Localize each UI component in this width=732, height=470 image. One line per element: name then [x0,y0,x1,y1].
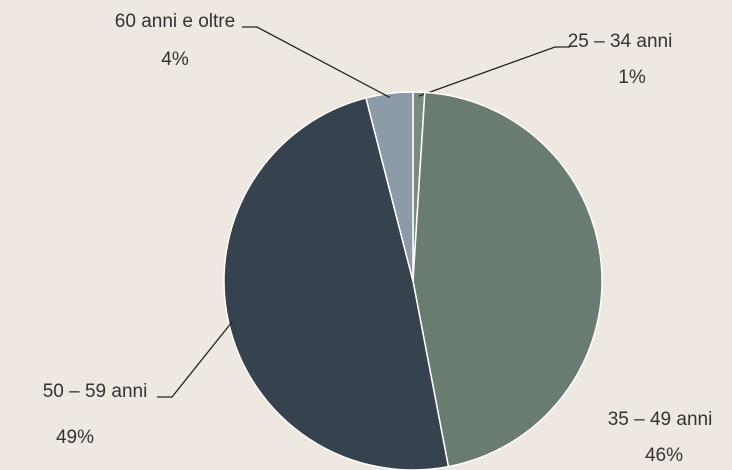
pie-slice [223,97,450,470]
slice-value-label: 46% [645,445,683,466]
slice-value-label: 4% [161,49,189,70]
pie-slice [412,91,603,468]
leader-line [157,320,233,398]
slice-label: 35 – 49 anni [608,409,713,430]
slice-value-label: 1% [618,67,646,88]
slice-label: 60 anni e oltre [115,11,235,32]
slice-value-label: 49% [56,427,94,448]
slice-label: 50 – 59 anni [43,381,148,402]
leader-line [418,46,570,97]
leader-line [242,26,391,99]
pie-slice [365,91,414,282]
slice-label: 25 – 34 anni [568,31,673,52]
